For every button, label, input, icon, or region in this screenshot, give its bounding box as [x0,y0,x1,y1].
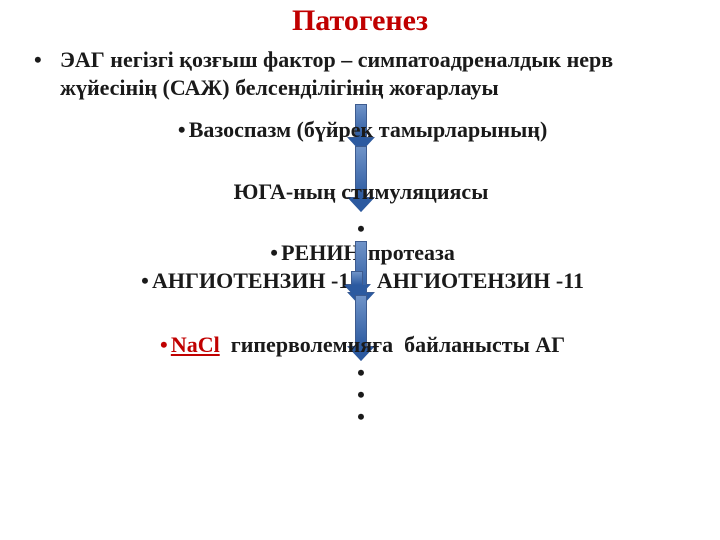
bullet-dot: • [30,46,60,102]
step-2-text: ЮГА-ның стимуляциясы [234,179,489,204]
bullet-dot: • [175,116,189,144]
bullet-dot: • [267,239,281,267]
step-1: •Вазоспазм (бүйрек тамырларының) [30,116,692,144]
blank-bullet: • [30,215,692,237]
nacl-label: NaCl [171,332,220,357]
level1-text: ЭАГ негізгі қозғыш фактор – симпатоадрен… [60,46,692,102]
bullet-dot: • [157,331,171,359]
slide-title: Патогенез [0,0,720,38]
step-5-rest: гиперволемияға байланысты АГ [220,332,565,357]
blank-bullet: • [30,381,692,403]
slide-content: • ЭАГ негізгі қозғыш фактор – симпатоадр… [0,46,720,417]
level1-bullet: • ЭАГ негізгі қозғыш фактор – симпатоадр… [30,46,692,102]
bullet-dot: • [138,267,152,295]
step-2: ЮГА-ның стимуляциясы [30,178,692,206]
step-5: •NaCl гиперволемияға байланысты АГ [30,331,692,359]
slide: Патогенез • ЭАГ негізгі қозғыш фактор – … [0,0,720,540]
blank-bullet: • [30,403,692,417]
blank-bullet: • [30,359,692,381]
step-1-text: Вазоспазм (бүйрек тамырларының) [189,117,548,142]
